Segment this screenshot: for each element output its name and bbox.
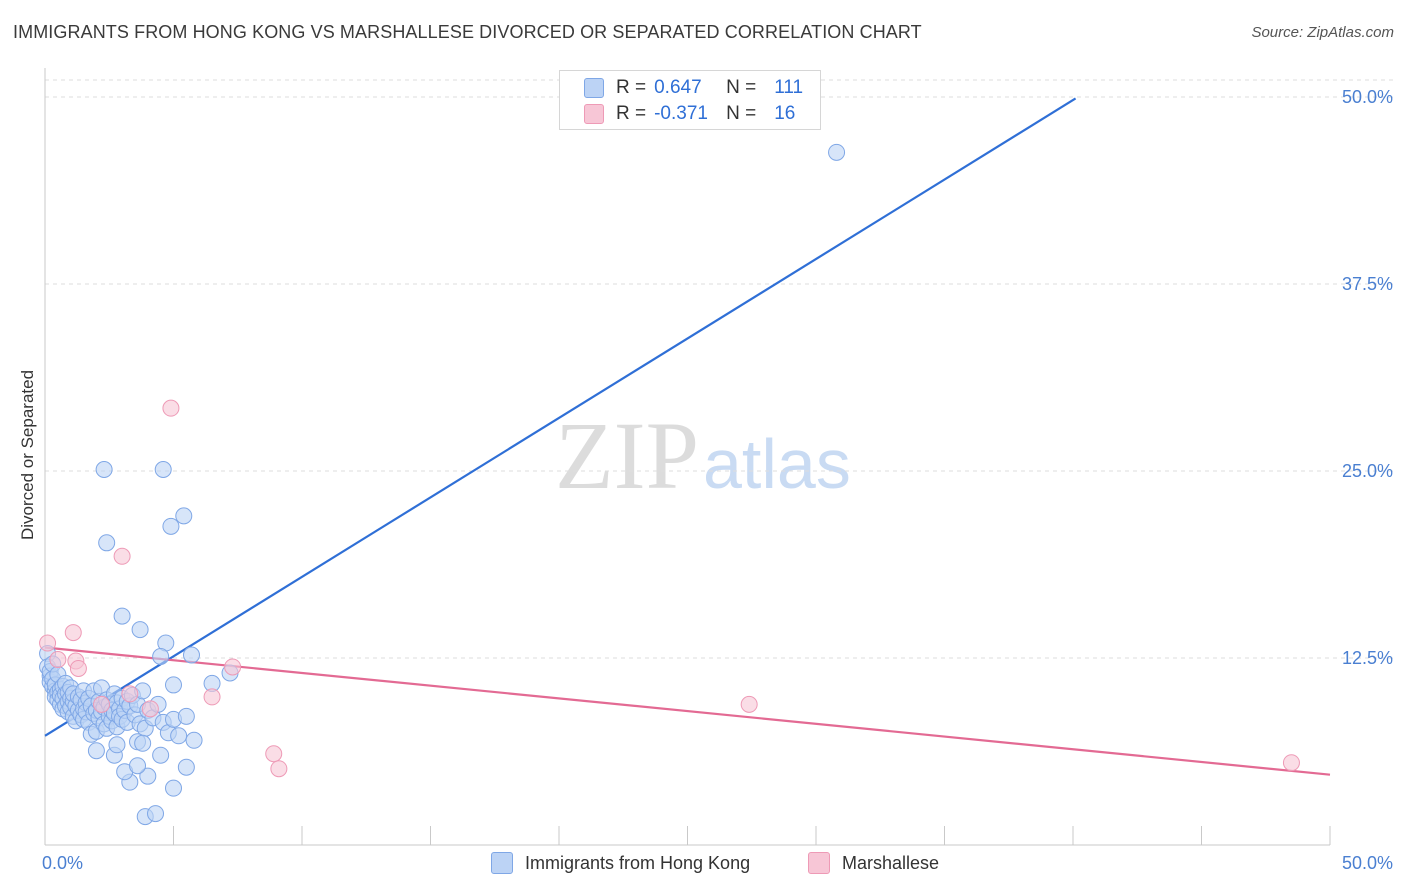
data-point-hong-kong [108,736,126,754]
x-tick-label: 50.0% [1342,853,1393,873]
data-point-hong-kong [98,534,116,552]
watermark: ZIPatlas [555,400,851,511]
data-point-hong-kong [152,648,170,666]
data-point-marshallese [162,399,180,417]
data-point-hong-kong [182,646,200,664]
legend-r-value: -0.371 [654,103,708,124]
data-point-hong-kong [177,758,195,776]
correlation-legend: R = 0.647 N = 111 R = -0.371 N = 16 [559,70,821,130]
y-tick-label: 25.0% [1342,461,1393,481]
bottom-legend-hong-kong: Immigrants from Hong Kong [491,852,750,874]
data-point-hong-kong [113,607,131,625]
data-point-hong-kong [175,507,193,525]
bottom-legend-swatch-blue [491,852,513,874]
legend-r-value: 0.647 [654,77,702,98]
data-point-marshallese [49,650,67,668]
data-point-marshallese [265,745,283,763]
data-point-hong-kong [147,805,165,823]
data-point-marshallese [69,659,87,677]
data-point-marshallese [64,624,82,642]
data-point-hong-kong [139,767,157,785]
legend-n-value: 111 [774,77,804,98]
legend-n-label: N = [726,103,757,124]
data-point-hong-kong [185,731,203,749]
legend-swatch-pink [584,104,604,124]
y-tick-label: 12.5% [1342,648,1393,668]
legend-n-value: 16 [774,103,796,124]
data-point-marshallese [270,760,288,778]
legend-row-marshallese: R = -0.371 N = 16 [584,102,795,126]
data-point-marshallese [93,695,111,713]
y-tick-label: 37.5% [1342,274,1393,294]
data-point-hong-kong [154,461,172,479]
source-label: Source: ZipAtlas.com [1251,24,1394,41]
axes [44,68,1331,846]
watermark-zip: ZIP [555,402,699,509]
data-point-marshallese [113,547,131,565]
bottom-legend-swatch-pink [808,852,830,874]
data-point-hong-kong [165,676,182,694]
tick-labels: 12.5% 25.0% 37.5% 50.0% 0.0% 50.0% [42,87,1393,873]
chart-title: IMMIGRANTS FROM HONG KONG VS MARSHALLESE… [13,22,922,42]
data-point-marshallese [1282,754,1300,772]
data-point-hong-kong [162,517,180,535]
data-point-hong-kong [165,779,182,797]
data-point-hong-kong [129,757,147,775]
watermark-atlas: atlas [703,425,851,503]
data-point-hong-kong [828,143,846,161]
data-point-hong-kong [95,461,113,479]
legend-swatch-blue [584,78,604,98]
trendline-hong-kong [44,97,1077,737]
data-point-hong-kong [87,742,105,760]
legend-row-hong-kong: R = 0.647 N = 111 [584,76,803,100]
data-point-marshallese [121,685,139,703]
y-tick-label: 50.0% [1342,87,1393,107]
legend-r-label: R = [616,77,647,98]
bottom-legend-label: Immigrants from Hong Kong [525,852,751,873]
data-point-marshallese [203,688,221,706]
trendline-marshallese [44,646,1331,776]
data-point-hong-kong [170,727,188,745]
data-point-marshallese [740,695,758,713]
bottom-legend-label: Marshallese [842,852,940,873]
data-points [39,143,1300,826]
gridlines [45,79,1395,659]
legend-r-label: R = [616,103,647,124]
data-point-hong-kong [131,621,149,639]
data-point-marshallese [39,634,57,652]
data-point-marshallese [141,700,159,718]
data-point-hong-kong [177,707,195,725]
data-point-marshallese [224,658,242,676]
data-point-hong-kong [152,746,170,764]
trendlines [44,97,1331,776]
x-tick-label: 0.0% [42,853,83,873]
bottom-legend-marshallese: Marshallese [808,852,939,874]
data-point-hong-kong [134,734,152,752]
legend-n-label: N = [726,77,757,98]
